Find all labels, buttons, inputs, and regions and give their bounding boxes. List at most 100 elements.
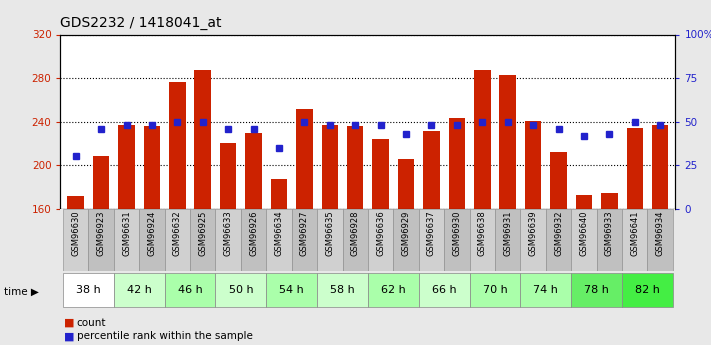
Bar	[220, 144, 237, 209]
Bar	[648, 209, 673, 271]
Text: 70 h: 70 h	[483, 285, 508, 295]
Text: 78 h: 78 h	[584, 285, 609, 295]
Bar	[597, 209, 622, 271]
Bar	[343, 209, 368, 271]
Bar	[144, 126, 160, 209]
Bar	[397, 159, 415, 209]
Bar	[419, 273, 469, 307]
Bar	[520, 209, 546, 271]
Bar	[576, 195, 592, 209]
Text: GSM96930: GSM96930	[452, 210, 461, 256]
Text: ■: ■	[64, 332, 75, 341]
Bar	[444, 209, 469, 271]
Bar	[321, 125, 338, 209]
Text: GSM96929: GSM96929	[402, 210, 410, 256]
Bar	[622, 209, 648, 271]
Bar	[88, 209, 114, 271]
Text: GSM96633: GSM96633	[224, 210, 232, 256]
Text: GSM96636: GSM96636	[376, 210, 385, 256]
Text: GSM96632: GSM96632	[173, 210, 182, 256]
Text: GSM96924: GSM96924	[147, 210, 156, 256]
Bar	[317, 273, 368, 307]
Bar	[652, 125, 668, 209]
Bar	[317, 209, 343, 271]
Text: GSM96638: GSM96638	[478, 210, 487, 256]
Text: 46 h: 46 h	[178, 285, 203, 295]
Bar	[393, 209, 419, 271]
Text: GSM96637: GSM96637	[427, 210, 436, 256]
Text: GDS2232 / 1418041_at: GDS2232 / 1418041_at	[60, 16, 222, 30]
Bar	[423, 131, 439, 209]
Text: GSM96923: GSM96923	[97, 210, 106, 256]
Text: 38 h: 38 h	[76, 285, 101, 295]
Text: 66 h: 66 h	[432, 285, 456, 295]
Text: GSM96639: GSM96639	[529, 210, 538, 256]
Text: 62 h: 62 h	[381, 285, 406, 295]
Bar	[267, 209, 292, 271]
Bar	[550, 152, 567, 209]
Bar	[267, 273, 317, 307]
Bar	[165, 209, 190, 271]
Text: 50 h: 50 h	[228, 285, 253, 295]
Bar	[215, 209, 241, 271]
Bar	[626, 128, 643, 209]
Bar	[114, 273, 165, 307]
Bar	[546, 209, 571, 271]
Text: GSM96926: GSM96926	[249, 210, 258, 256]
Bar	[241, 209, 267, 271]
Bar	[271, 179, 287, 209]
Text: time ▶: time ▶	[4, 287, 38, 296]
Bar	[622, 273, 673, 307]
Bar	[368, 273, 419, 307]
Bar	[469, 209, 495, 271]
Text: GSM96934: GSM96934	[656, 210, 665, 256]
Text: GSM96928: GSM96928	[351, 210, 360, 256]
Bar	[474, 70, 491, 209]
Bar	[373, 139, 389, 209]
Bar	[419, 209, 444, 271]
Text: GSM96635: GSM96635	[326, 210, 334, 256]
Text: GSM96634: GSM96634	[274, 210, 284, 256]
Bar	[118, 125, 135, 209]
Bar	[169, 82, 186, 209]
Bar	[571, 273, 622, 307]
Text: GSM96933: GSM96933	[605, 210, 614, 256]
Bar	[165, 273, 215, 307]
Bar	[520, 273, 571, 307]
Text: GSM96932: GSM96932	[554, 210, 563, 256]
Bar	[525, 120, 541, 209]
Bar	[469, 273, 520, 307]
Bar	[114, 209, 139, 271]
Text: GSM96630: GSM96630	[71, 210, 80, 256]
Bar	[93, 156, 109, 209]
Bar	[68, 196, 84, 209]
Bar	[63, 209, 88, 271]
Text: GSM96641: GSM96641	[630, 210, 639, 256]
Text: GSM96931: GSM96931	[503, 210, 512, 256]
Bar	[195, 70, 211, 209]
Bar	[449, 118, 465, 209]
Text: percentile rank within the sample: percentile rank within the sample	[77, 332, 252, 341]
Text: 58 h: 58 h	[330, 285, 355, 295]
Text: 54 h: 54 h	[279, 285, 304, 295]
Text: GSM96927: GSM96927	[300, 210, 309, 256]
Bar	[347, 126, 363, 209]
Bar	[63, 273, 114, 307]
Bar	[499, 75, 516, 209]
Text: 42 h: 42 h	[127, 285, 151, 295]
Bar	[215, 273, 267, 307]
Text: ■: ■	[64, 318, 75, 327]
Text: 74 h: 74 h	[533, 285, 558, 295]
Bar	[368, 209, 393, 271]
Bar	[571, 209, 597, 271]
Bar	[245, 132, 262, 209]
Bar	[190, 209, 215, 271]
Text: count: count	[77, 318, 106, 327]
Text: GSM96631: GSM96631	[122, 210, 131, 256]
Bar	[139, 209, 165, 271]
Bar	[296, 109, 313, 209]
Bar	[292, 209, 317, 271]
Bar	[601, 194, 618, 209]
Bar	[495, 209, 520, 271]
Text: 82 h: 82 h	[635, 285, 660, 295]
